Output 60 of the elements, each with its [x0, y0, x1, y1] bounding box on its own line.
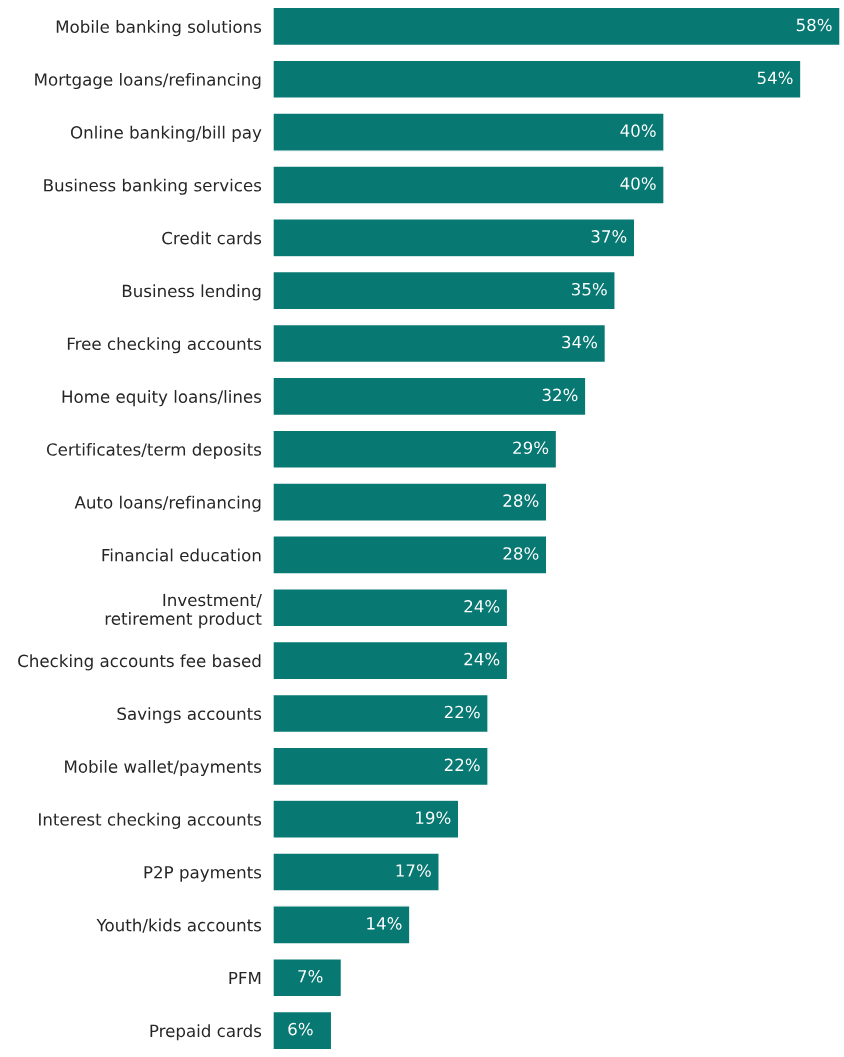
data-label: 19%: [416, 811, 451, 825]
bar: [273, 799, 460, 839]
y-tick-label: PFM: [229, 971, 261, 985]
bar: [273, 270, 616, 311]
y-tick-label: Certificates/term deposits: [46, 442, 262, 460]
bar: [273, 1010, 333, 1051]
bar: [273, 588, 509, 628]
y-tick-label: Credit cards: [162, 231, 262, 245]
bar: [273, 429, 558, 469]
bar: [273, 535, 548, 575]
data-label: 28%: [503, 494, 539, 507]
y-tick-label: Free checking accounts: [67, 337, 262, 354]
y-tick-label: Savings accounts: [117, 707, 262, 724]
y-tick-label: Auto loans/refinancing: [74, 495, 261, 512]
y-tick-label: Business lending: [122, 284, 261, 301]
data-label: 24%: [464, 600, 500, 613]
bar: [273, 958, 343, 998]
data-label: 32%: [542, 388, 578, 402]
y-tick-label: Interest checking accounts: [39, 812, 262, 829]
data-label: 29%: [513, 441, 549, 455]
data-label: 14%: [367, 917, 402, 930]
data-label: 37%: [591, 230, 627, 243]
bar: [273, 323, 607, 364]
data-label: 6%: [288, 1022, 313, 1036]
y-tick-label: Business banking services: [44, 178, 262, 195]
y-tick-label: Checking accounts fee based: [18, 654, 261, 671]
bar: [273, 852, 440, 892]
y-tick-label: Youth/kids accounts: [96, 918, 262, 933]
y-tick-label: Mortgage loans/refinancing: [35, 72, 261, 90]
data-label: 22%: [444, 705, 480, 719]
data-label: 34%: [562, 335, 598, 349]
data-label: 40%: [620, 124, 656, 137]
bar: [273, 112, 665, 152]
bar: [273, 693, 489, 734]
data-label: 7%: [298, 969, 323, 983]
y-tick-label: P2P payments: [144, 865, 262, 882]
y-tick-label: Mobile banking solutions: [56, 20, 262, 37]
bar: [273, 6, 840, 47]
bar: [273, 905, 411, 945]
bar: [273, 218, 636, 258]
data-label: 22%: [444, 758, 480, 772]
data-label: 58%: [796, 18, 832, 32]
y-tick-label: Mobile wallet/payments: [65, 759, 262, 777]
data-label: 24%: [464, 652, 500, 666]
y-tick-label: Online banking/bill pay: [70, 125, 262, 142]
y-tick-label: Home equity loans/lines: [62, 390, 262, 407]
y-tick-label: Prepaid cards: [150, 1024, 262, 1041]
bar: [273, 376, 587, 417]
data-label: 28%: [503, 547, 539, 560]
bar: [273, 746, 489, 787]
bar: [273, 640, 509, 681]
data-label: 40%: [620, 177, 656, 190]
bar: [273, 59, 802, 99]
bar: [273, 165, 665, 205]
bar: [273, 482, 548, 522]
y-tick-label: Investment/ retirement product: [105, 593, 262, 629]
data-label: 35%: [571, 282, 607, 296]
data-label: 17%: [396, 864, 431, 877]
data-label: 54%: [757, 71, 793, 85]
y-tick-label: Financial education: [102, 548, 261, 562]
